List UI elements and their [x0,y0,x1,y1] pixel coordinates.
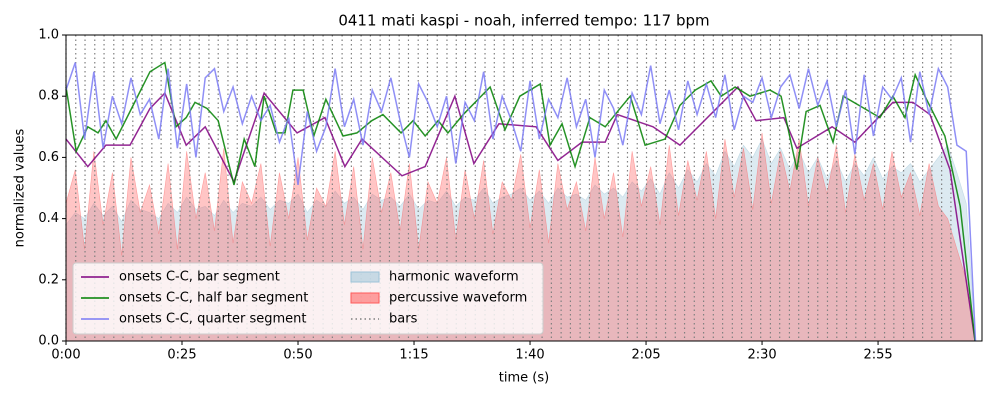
chart-title: 0411 mati kaspi - noah, inferred tempo: … [338,12,709,30]
y-tick-label: 0.4 [38,211,59,226]
legend: onsets C-C, bar segment onsets C-C, half … [72,262,544,335]
x-tick-label: 0:50 [283,348,312,363]
onset-line [65,85,976,342]
x-tick-label: 1:40 [515,348,544,363]
legend-swatch [350,292,380,304]
y-tick-label: 0.2 [38,272,59,287]
legend-swatch [350,271,380,283]
x-tick-label: 2:55 [863,348,892,363]
y-tick-label: 1.0 [38,28,59,43]
x-tick-label: 2:30 [747,348,776,363]
legend-label: harmonic waveform [389,270,519,285]
y-tick-label: 0.0 [38,334,59,349]
x-tick-label: 0:00 [51,348,80,363]
y-tick-label: 0.8 [38,89,59,104]
legend-label: onsets C-C, quarter segment [119,312,306,327]
x-tick-label: 0:25 [167,348,196,363]
legend-box [72,262,544,335]
onset-line [65,61,976,342]
plot-frame [65,34,983,342]
x-axis-label: time (s) [499,371,549,386]
legend-label: bars [389,312,418,327]
legend-label: onsets C-C, half bar segment [119,291,308,306]
x-tick-label: 1:15 [399,348,428,363]
legend-label: percussive waveform [389,291,527,306]
legend-label: onsets C-C, bar segment [119,270,280,285]
y-axis-label: normalized values [13,128,28,247]
y-tick-label: 0.6 [38,150,59,165]
x-tick-label: 2:05 [631,348,660,363]
onset-line [65,62,977,342]
